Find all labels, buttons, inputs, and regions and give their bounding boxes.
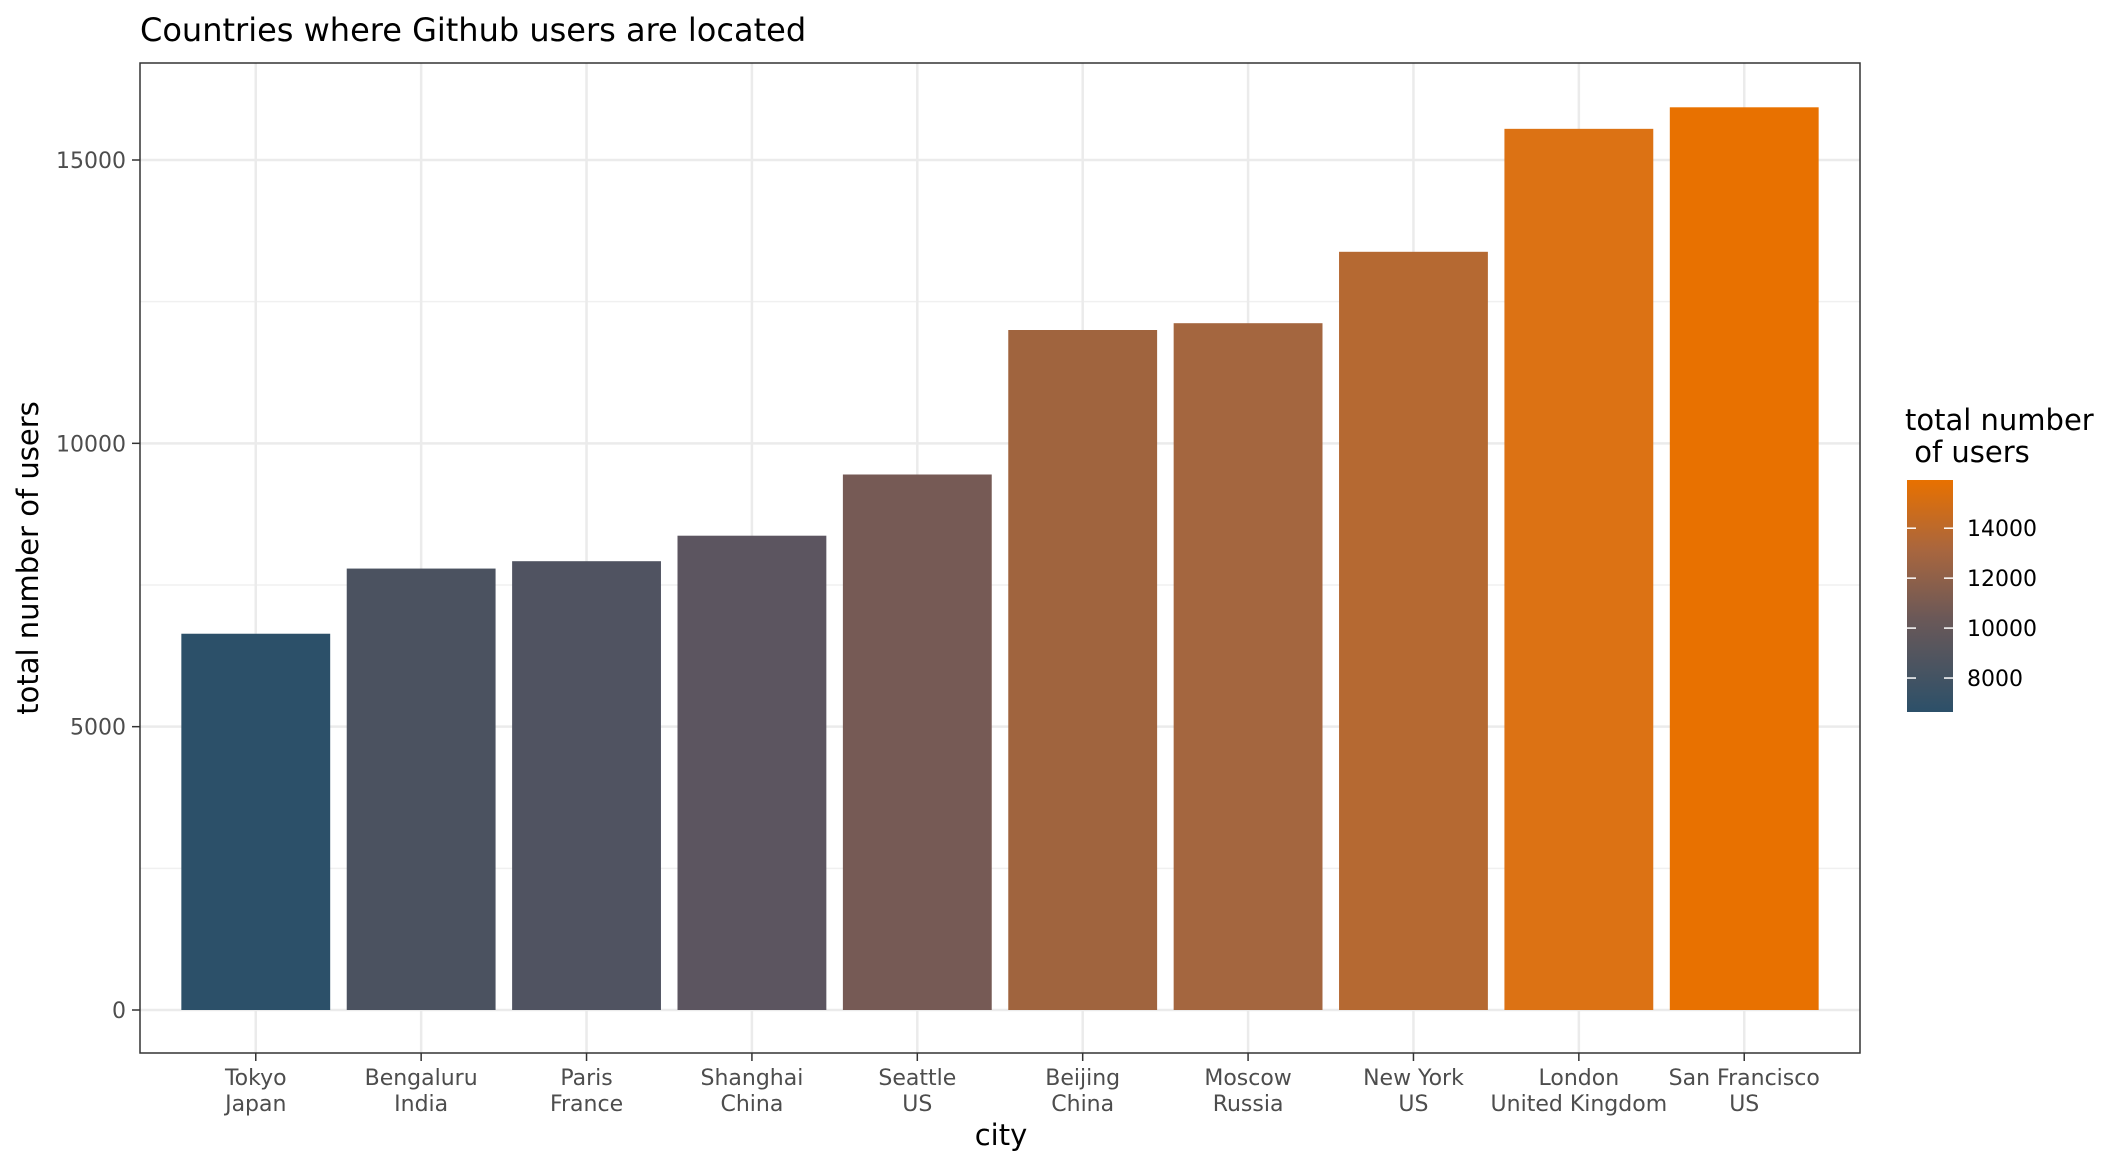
legend-title-line2: of users	[1905, 435, 2030, 469]
legend-ticks: 8000 10000 12000 14000	[1907, 517, 2037, 692]
bar	[842, 474, 992, 1010]
legend-tick-label: 12000	[1967, 567, 2037, 592]
bar	[181, 633, 331, 1010]
legend-tick-label: 10000	[1967, 617, 2037, 642]
x-tick-label-country: Russia	[1213, 1092, 1284, 1117]
y-axis: 0 5000 10000 15000	[56, 149, 140, 1024]
x-tick-label-city: Bengaluru	[365, 1066, 478, 1091]
bars	[181, 107, 1819, 1011]
x-tick-label-city: New York	[1363, 1066, 1464, 1091]
x-tick-label-country: China	[721, 1092, 784, 1117]
bar	[677, 535, 827, 1010]
x-tick-label-city: San Francisco	[1669, 1066, 1820, 1091]
bar	[346, 568, 496, 1010]
x-tick-label-city: Seattle	[878, 1066, 956, 1091]
x-tick-label-city: Tokyo	[224, 1066, 287, 1091]
x-axis-title: city	[975, 1118, 1028, 1152]
legend-colorbar	[1907, 480, 1953, 712]
y-tick-label: 5000	[70, 716, 126, 741]
y-axis-title: total number of users	[11, 401, 45, 714]
legend-title-line1: total number	[1905, 403, 2094, 437]
legend-tick-label: 8000	[1967, 667, 2023, 692]
y-tick-label: 0	[112, 999, 126, 1024]
x-tick-label-country: India	[394, 1092, 448, 1117]
y-tick-label: 15000	[56, 149, 126, 174]
bar	[1504, 128, 1654, 1011]
color-legend: total number of users 8000 10000 12000 1400…	[1905, 403, 2094, 712]
x-tick-label-city: Beijing	[1045, 1066, 1120, 1091]
x-tick-label-city: Shanghai	[701, 1066, 804, 1091]
bar	[512, 561, 661, 1010]
x-tick-label-country: United Kingdom	[1491, 1092, 1668, 1117]
legend-tick-label: 14000	[1967, 517, 2037, 542]
x-tick-label-country: China	[1051, 1092, 1114, 1117]
plot-border	[139, 62, 1861, 1054]
y-tick-label: 10000	[56, 432, 126, 457]
bar	[1339, 251, 1488, 1011]
x-tick-label-country: US	[1729, 1092, 1759, 1117]
x-tick-label-city: Moscow	[1204, 1066, 1291, 1091]
bar	[1173, 323, 1323, 1010]
bar	[1008, 330, 1158, 1010]
x-tick-label-country: US	[902, 1092, 932, 1117]
x-tick-label-country: US	[1398, 1092, 1428, 1117]
x-tick-label-country: France	[550, 1092, 623, 1117]
x-tick-label-city: London	[1539, 1066, 1620, 1091]
x-tick-label-country: Japan	[223, 1092, 286, 1117]
x-tick-label-city: Paris	[560, 1066, 612, 1091]
chart-title: Countries where Github users are located	[140, 11, 806, 49]
bar	[1669, 107, 1819, 1011]
